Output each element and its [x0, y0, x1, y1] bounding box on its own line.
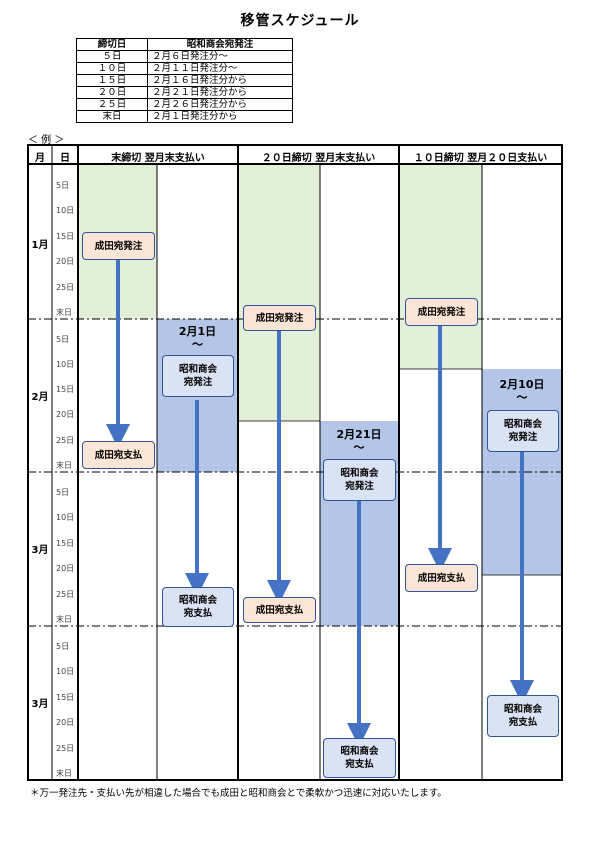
event-label: 成田宛発注 — [417, 306, 466, 318]
day-label: 20日 — [56, 257, 75, 266]
day-label: 10日 — [56, 667, 75, 676]
event-label: 宛支払 — [345, 759, 374, 770]
date-label: 2月10日 — [499, 378, 545, 391]
group-header-2: ２０日締切 翌月末支払い — [261, 153, 376, 164]
footnote: ＊万一発注先・支払い先が相違した場合でも成田と昭和商会とで柔軟かつ迅速に対応いた… — [30, 788, 447, 799]
day-label: 15日 — [56, 385, 75, 394]
g2-showa-order-box: 昭和商会 宛発注 — [323, 459, 396, 501]
g1-showa-pay-box: 昭和商会 宛支払 — [162, 587, 234, 627]
day-label: 5日 — [56, 488, 70, 497]
day-label: 末日 — [56, 461, 72, 470]
g1-start-date: 2月1日～ — [157, 325, 238, 351]
table-header-row: 締切日 昭和商会宛発注 — [76, 38, 293, 51]
g3-start-date: 2月10日～ — [482, 378, 562, 404]
tilde-label: ～ — [516, 391, 528, 404]
cell-order: ２月１日発注分から — [147, 110, 293, 123]
col-month-header: 月 — [35, 153, 45, 164]
day-label: 15日 — [56, 693, 75, 702]
event-label: 成田宛支払 — [417, 572, 466, 584]
day-label: 25日 — [56, 283, 75, 292]
tilde-label: ～ — [353, 441, 365, 454]
tilde-label: ～ — [192, 338, 203, 351]
g3-showa-pay-box: 昭和商会 宛支払 — [487, 695, 559, 737]
event-label: 成田宛発注 — [94, 240, 143, 252]
day-label: 10日 — [56, 513, 75, 522]
day-label: 25日 — [56, 744, 75, 753]
g3-narita-pay-box: 成田宛支払 — [405, 564, 478, 592]
g2-narita-pay-box: 成田宛支払 — [243, 597, 316, 623]
day-label: 25日 — [56, 436, 75, 445]
group-header-3: １０日締切 翌月２０日支払い — [413, 153, 548, 164]
month-label: 2月 — [31, 392, 49, 403]
day-label: 10日 — [56, 360, 75, 369]
table-row: 末日 ２月１日発注分から — [76, 110, 293, 123]
event-label: 宛発注 — [183, 377, 213, 388]
day-label: 末日 — [56, 308, 72, 317]
date-label: 2月1日 — [178, 325, 217, 338]
event-label: 成田宛発注 — [255, 312, 304, 324]
event-label: 宛支払 — [508, 717, 538, 728]
event-label: 昭和商会 — [503, 419, 542, 430]
group-header-1: 末締切 翌月末支払い — [111, 153, 205, 164]
schedule-table: 締切日 昭和商会宛発注 ５日 ２月６日発注分～ １０日 ２月１１日発注分～ １５日 ２… — [76, 38, 293, 123]
table-row: １５日 ２月１６日発注分から — [76, 74, 293, 87]
event-label: 昭和商会 — [340, 468, 379, 479]
event-label: 昭和商会 — [178, 364, 217, 375]
day-label: 5日 — [56, 642, 70, 651]
day-label: 末日 — [56, 615, 72, 624]
day-label: 15日 — [56, 232, 75, 241]
day-label: 10日 — [56, 206, 75, 215]
day-label: 5日 — [56, 335, 70, 344]
day-label: 20日 — [56, 718, 75, 727]
g2-showa-pay-box: 昭和商会 宛支払 — [323, 738, 396, 778]
g1-narita-order-box: 成田宛発注 — [82, 232, 155, 260]
event-label: 宛発注 — [345, 481, 374, 492]
event-label: 昭和商会 — [340, 746, 379, 757]
table-row: １０日 ２月１１日発注分～ — [76, 62, 293, 75]
event-label: 成田宛支払 — [255, 604, 304, 616]
col-day-header: 日 — [60, 153, 70, 164]
month-label: 1月 — [31, 240, 49, 251]
day-label: 15日 — [56, 539, 75, 548]
event-label: 成田宛支払 — [94, 449, 143, 461]
g2-narita-order-box: 成田宛発注 — [243, 305, 316, 331]
day-label: 20日 — [56, 564, 75, 573]
g3-showa-order-box: 昭和商会 宛発注 — [487, 410, 559, 452]
event-label: 昭和商会 — [178, 595, 217, 606]
g1-showa-order-box: 昭和商会 宛発注 — [162, 355, 234, 397]
month-label: 3月 — [31, 699, 49, 710]
day-label: 末日 — [56, 769, 72, 778]
month-label: 3月 — [31, 545, 49, 556]
g2-start-date: 2月21日～ — [320, 428, 398, 454]
date-label: 2月21日 — [336, 428, 382, 441]
event-label: 昭和商会 — [503, 704, 542, 715]
day-label: 20日 — [56, 410, 75, 419]
event-label: 宛支払 — [183, 608, 213, 619]
day-label: 5日 — [56, 181, 70, 190]
page-title: 移管スケジュール — [240, 13, 360, 29]
g1-narita-pay-box: 成田宛支払 — [82, 441, 155, 469]
example-label: ＜ 例 ＞ — [28, 135, 65, 146]
event-label: 宛発注 — [508, 432, 538, 443]
g3-narita-order-box: 成田宛発注 — [405, 298, 478, 326]
day-label: 25日 — [56, 590, 75, 599]
